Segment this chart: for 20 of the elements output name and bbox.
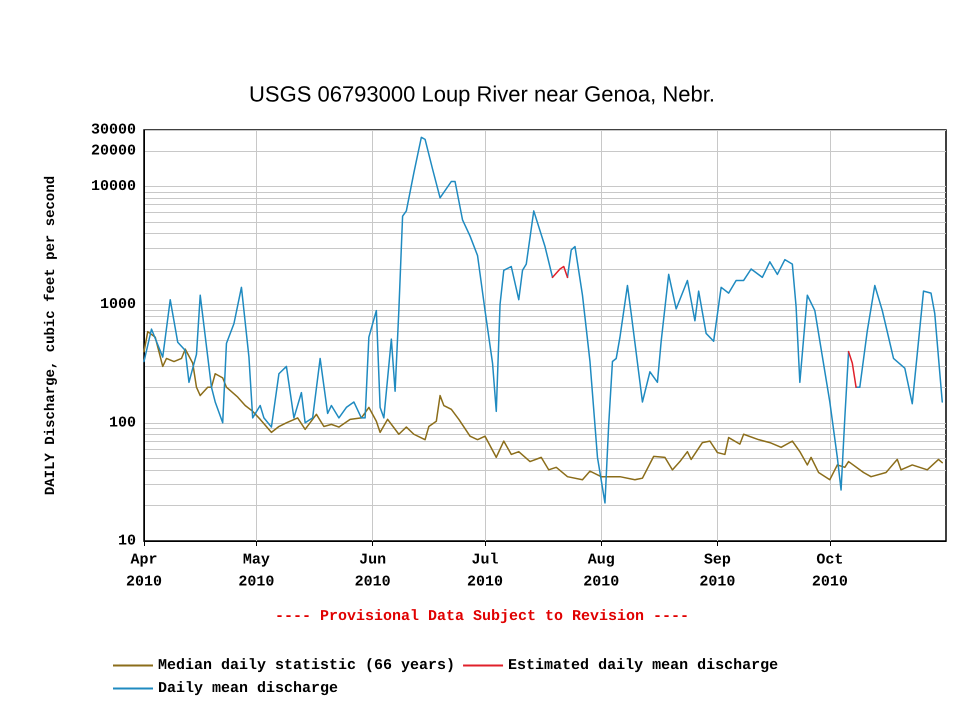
x-tick-label: Sep 2010 [699, 552, 736, 590]
legend-label: Median daily statistic (66 years) [158, 657, 456, 674]
x-tick-label: Aug 2010 [583, 552, 620, 590]
line-series [143, 330, 943, 480]
y-tick-label: 10 [118, 532, 136, 550]
y-tick-label: 10000 [90, 178, 136, 195]
chart-title: USGS 06793000 Loup River near Genoa, Nebr. [249, 82, 715, 106]
legend-label: Estimated daily mean discharge [508, 657, 778, 674]
legend-label: Daily mean discharge [158, 680, 338, 697]
x-tick-label: Jul 2010 [467, 552, 504, 590]
y-tick-label: 100 [108, 414, 136, 432]
y-tick-label: 20000 [90, 142, 136, 160]
x-tick-label: Oct 2010 [812, 552, 848, 590]
x-tick-label: May 2010 [238, 552, 274, 590]
text: ---- Provisional Data Subject to Revision ---- [274, 608, 690, 625]
y-axis-title: DAILY Discharge, cubic feet per second [43, 176, 59, 496]
x-tick-label: Apr 2010 [126, 552, 162, 590]
y-tick-label: 1000 [100, 296, 136, 314]
x-tick-label: Jun 2010 [354, 552, 391, 590]
y-tick-label: 30000 [90, 122, 136, 138]
